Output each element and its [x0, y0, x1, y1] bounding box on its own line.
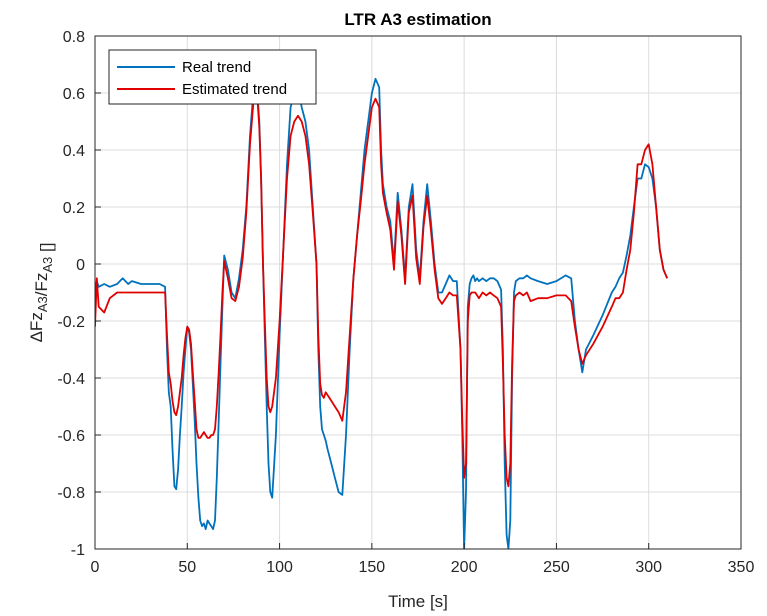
- plot-area: [95, 36, 741, 549]
- y-axis-label: ΔFzA3/FzA3 []: [27, 243, 56, 343]
- y-tick-label: -0.8: [57, 485, 85, 502]
- axes-frame: [94, 35, 742, 550]
- legend: Real trend Estimated trend: [108, 49, 317, 105]
- y-tick-label: 0.6: [63, 86, 85, 103]
- y-tick-label: -1: [71, 542, 85, 559]
- y-tick-label: 0.4: [63, 143, 85, 160]
- series-layer: [95, 77, 669, 549]
- axis-ticks: 0 50 100 150 200 250 300 350 -1 -0.8 -0.6 -0.4 -0.2 0…: [57, 29, 754, 576]
- y-tick-label: -0.2: [57, 314, 85, 331]
- legend-entry-label: Real trend: [182, 59, 251, 76]
- series-line-estimated-trend: [95, 97, 669, 488]
- legend-box: [108, 49, 317, 105]
- x-tick-label: 100: [266, 559, 293, 576]
- y-tick-label: -0.6: [57, 428, 85, 445]
- legend-entry-label: Estimated trend: [182, 81, 287, 98]
- x-tick-label: 0: [91, 559, 100, 576]
- x-tick-label: 250: [543, 559, 570, 576]
- x-axis-label: Time [s]: [388, 592, 448, 611]
- x-tick-label: 50: [178, 559, 196, 576]
- x-tick-label: 200: [451, 559, 478, 576]
- x-tick-label: 350: [728, 559, 755, 576]
- y-tick-label: 0: [76, 257, 85, 274]
- y-tick-label: -0.4: [57, 371, 85, 388]
- chart-title: LTR A3 estimation: [344, 10, 491, 29]
- x-tick-label: 150: [359, 559, 386, 576]
- y-tick-label: 0.8: [63, 29, 85, 46]
- y-tick-label: 0.2: [63, 200, 85, 217]
- x-tick-label: 300: [635, 559, 662, 576]
